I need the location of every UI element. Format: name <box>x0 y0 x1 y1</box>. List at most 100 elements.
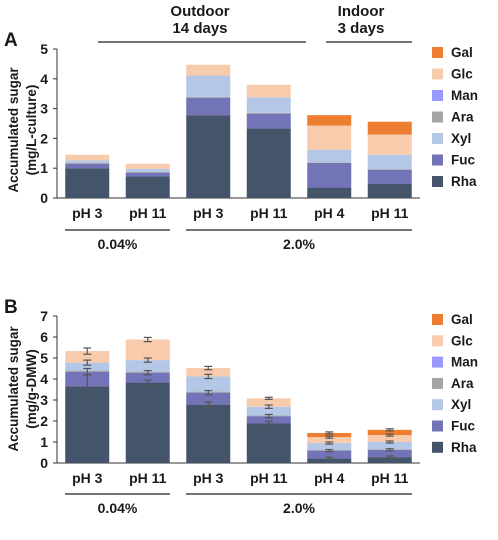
y-tick-label: 5 <box>40 41 48 57</box>
legend-label: Glc <box>451 67 473 82</box>
bar-segment-fuc <box>186 392 231 405</box>
panel-b-ylabel-line2: (mg/g-DMW) <box>24 349 39 428</box>
bar-segment-rha <box>65 386 110 463</box>
x-tick-label: pH 3 <box>72 205 103 221</box>
legend-label: Man <box>451 355 478 370</box>
bar-segment-ara <box>307 162 352 163</box>
bar-segment-fuc <box>307 450 352 459</box>
y-tick-label: 0 <box>40 190 48 206</box>
bar-segment-gal <box>367 429 412 436</box>
bar-segment-rha <box>307 187 352 198</box>
legend-swatch-fuc <box>432 154 443 166</box>
group-label: 0.04% <box>98 500 138 516</box>
outdoor-subtitle: 14 days <box>172 20 227 37</box>
bar-segment-gal <box>307 432 352 438</box>
y-tick-label: 0 <box>40 455 48 471</box>
legend-swatch-gal <box>432 314 443 325</box>
y-tick-label: 1 <box>40 160 48 176</box>
bar-segment-glc <box>65 154 110 161</box>
legend-label: Gal <box>451 45 473 60</box>
bar-segment-xyl <box>186 75 231 97</box>
y-tick-label: 2 <box>40 413 48 429</box>
bar-segment-xyl <box>307 149 352 163</box>
bar-segment-fuc <box>367 449 412 458</box>
bar-segment-fuc <box>246 113 291 129</box>
x-tick-label: pH 11 <box>129 205 167 221</box>
legend-label: Glc <box>451 333 473 348</box>
bar-segment-gal <box>367 121 412 135</box>
bar-segment-rha <box>186 404 231 463</box>
y-tick-label: 2 <box>40 130 48 146</box>
x-tick-label: pH 4 <box>314 470 345 486</box>
bar-segment-fuc <box>125 372 170 383</box>
legend-label: Xyl <box>451 397 471 412</box>
panel-a-legend: Gal Glc Man Ara Xyl Fuc Rha <box>432 45 478 189</box>
x-tick-label: pH 3 <box>193 470 224 486</box>
bar-segment-ara <box>186 96 231 98</box>
indoor-title: Indoor <box>338 3 385 20</box>
bar-segment-xyl <box>307 443 352 450</box>
bar-segment-xyl <box>125 168 170 172</box>
bar-segment-xyl <box>367 154 412 170</box>
y-tick-label: 7 <box>40 308 48 324</box>
group-label: 2.0% <box>283 236 315 252</box>
bar-segment-xyl <box>65 160 110 163</box>
y-tick-label: 5 <box>40 350 48 366</box>
bar-segment-glc <box>367 435 412 442</box>
legend-label: Rha <box>451 174 477 189</box>
bar-segment-glc <box>125 163 170 169</box>
panel-b-legend: Gal Glc Man Ara Xyl Fuc Rha <box>432 312 478 455</box>
legend-swatch-gal <box>432 47 443 58</box>
bar-segment-glc <box>367 134 412 155</box>
bar-segment-fuc <box>186 97 231 116</box>
legend-label: Xyl <box>451 131 471 146</box>
legend-swatch-glc <box>432 335 443 347</box>
panel-a-label: A <box>4 30 18 51</box>
bar-segment-glc <box>307 437 352 444</box>
bar-segment-rha <box>307 458 352 463</box>
bar-segment-glc <box>125 339 170 361</box>
panel-a-ylabel: Accumulated sugar (mg/L-culture) <box>6 67 39 193</box>
panel-a: A Accumulated sugar (mg/L-culture) 0 1 2 3 4… <box>4 30 478 252</box>
bar-segment-gal <box>307 115 352 126</box>
bar-segment-xyl <box>246 97 291 113</box>
panel-b-label: B <box>4 297 18 318</box>
bar-segment-fuc <box>367 169 412 184</box>
bar-segment-glc <box>307 125 352 150</box>
group-label: 0.04% <box>98 236 138 252</box>
legend-swatch-rha <box>432 176 443 187</box>
x-tick-label: pH 3 <box>193 205 224 221</box>
bar-segment-rha <box>125 176 170 198</box>
legend-label: Fuc <box>451 153 475 168</box>
panel-b-ylabel-line1: Accumulated sugar <box>6 326 21 452</box>
bar-segment-rha <box>186 115 231 198</box>
legend-swatch-xyl <box>432 133 443 144</box>
x-tick-label: pH 4 <box>314 205 345 221</box>
panel-a-ylabel-line1: Accumulated sugar <box>6 67 21 193</box>
bar-segment-fuc <box>125 172 170 177</box>
bar-segment-glc <box>246 84 291 98</box>
y-tick-label: 4 <box>40 71 48 87</box>
legend-swatch-ara <box>432 377 443 389</box>
legend-label: Ara <box>451 110 474 125</box>
y-tick-label: 6 <box>40 329 48 345</box>
legend-swatch-fuc <box>432 420 443 432</box>
bar-segment-xyl <box>367 442 412 450</box>
panel-b-plot: 0 1 2 3 4 5 6 7 pH 3 pH 11 pH 3 pH 11 pH 4 pH 11 0.04%… <box>40 308 420 516</box>
legend-label: Ara <box>451 376 474 391</box>
legend-label: Fuc <box>451 419 475 434</box>
bar-segment-ara <box>246 112 291 114</box>
x-tick-label: pH 11 <box>129 470 167 486</box>
bar-segment-xyl <box>125 360 170 372</box>
legend-label: Gal <box>451 312 473 327</box>
legend-swatch-man <box>432 356 443 368</box>
panel-b: B Accumulated sugar (mg/g-DMW) 0 1 2 3 4 5 6 7 p… <box>4 297 478 516</box>
bar-segment-fuc <box>65 163 110 169</box>
bar-segment-fuc <box>246 416 291 424</box>
legend-swatch-rha <box>432 441 443 453</box>
legend-label: Man <box>451 88 478 103</box>
panel-a-ylabel-line2: (mg/L-culture) <box>24 85 39 176</box>
y-tick-label: 1 <box>40 434 48 450</box>
bar-segment-rha <box>65 168 110 198</box>
